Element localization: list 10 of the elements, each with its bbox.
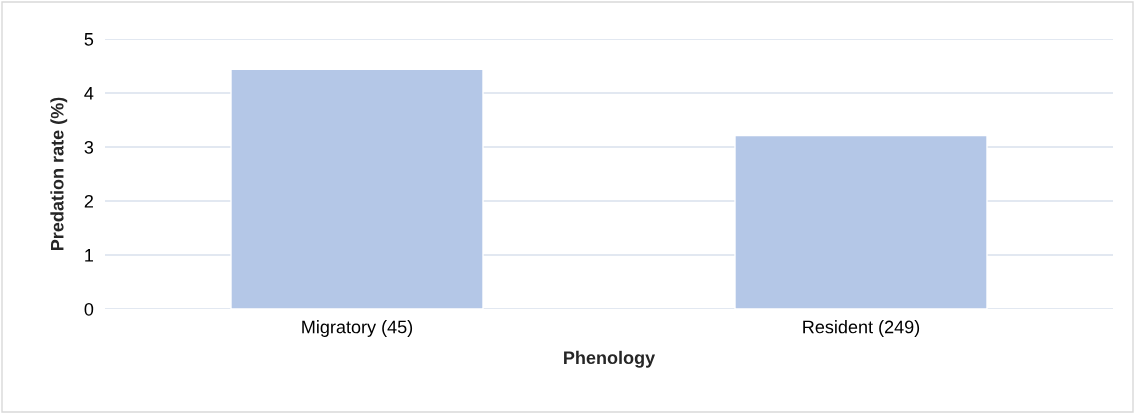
y-tick-label: 0: [84, 302, 94, 316]
y-tick-label: 2: [84, 194, 93, 208]
y-tick-label: 3: [84, 140, 94, 154]
y-tick-label: 5: [84, 33, 94, 46]
x-tick-label: Resident (249): [803, 320, 920, 337]
y-tick-label: 1: [85, 249, 94, 262]
x-tick-label: Migratory (45): [302, 320, 413, 337]
y-tick-label: 4: [84, 87, 94, 100]
x-axis-title: Phenology: [564, 350, 656, 368]
y-axis-title: Predation rate (%): [50, 97, 68, 251]
